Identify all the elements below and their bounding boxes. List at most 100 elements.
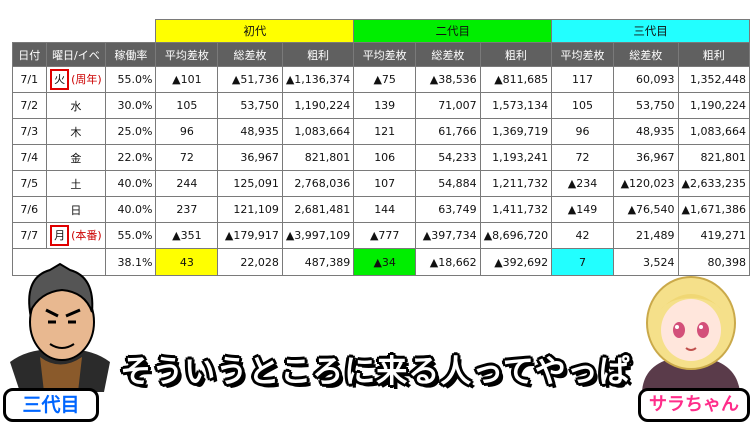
subtitle-caption: そういうところに来る人ってやっぱ: [120, 354, 631, 390]
weekday-cell: 金: [45, 144, 107, 171]
group-label: 初代: [155, 19, 355, 43]
column-header: 平均差枚: [353, 42, 417, 67]
value-cell: 106: [353, 144, 417, 171]
rate-cell: 25.0%: [105, 118, 157, 145]
date-cell: 7/4: [12, 144, 47, 171]
total-rate-cell: 38.1%: [105, 248, 157, 276]
column-header: 粗利: [479, 42, 553, 67]
total-value-cell: 22,028: [217, 248, 283, 276]
value-cell: ▲75: [353, 66, 417, 93]
left-character-avatar: [10, 262, 110, 392]
table-row: 7/4 金 22.0% 72 36,967 821,801 106 54,233 1,193,2…: [12, 144, 750, 171]
value-cell: 48,935: [612, 118, 679, 145]
value-cell: 1,211,732: [479, 170, 553, 197]
value-cell: 36,967: [217, 144, 283, 171]
value-cell: ▲120,023: [612, 170, 679, 197]
table-row: 7/3 木 25.0% 96 48,935 1,083,664 121 61,766 1,369…: [12, 118, 750, 145]
right-name-badge: サラちゃん: [638, 388, 750, 422]
left-name-badge: 三代目: [3, 388, 99, 422]
value-cell: 117: [551, 66, 614, 93]
total-value-cell: 487,389: [281, 248, 355, 276]
weekday-text: 水: [70, 99, 82, 113]
value-cell: 36,967: [612, 144, 679, 171]
table-body: 初代 二代目 三代目 日付 曜日/イベ 稼働率 平均差枚 総差枚 粗利 平均差枚 総差枚 粗利 平均差枚…: [11, 19, 750, 276]
value-cell: 63,749: [415, 196, 481, 223]
value-cell: 237: [155, 196, 219, 223]
value-cell: 1,190,224: [281, 92, 355, 119]
group-label: 三代目: [551, 19, 750, 43]
column-header: 平均差枚: [155, 42, 219, 67]
value-cell: ▲2,633,235: [677, 170, 750, 197]
weekday-text: 土: [70, 177, 82, 191]
column-header: 総差枚: [415, 42, 481, 67]
column-header: 粗利: [281, 42, 355, 67]
weekday-cell: 土: [45, 170, 107, 197]
value-cell: 105: [551, 92, 614, 119]
value-cell: 53,750: [612, 92, 679, 119]
weekday-text: 金: [70, 151, 82, 165]
right-character-avatar: [642, 276, 740, 392]
value-cell: 96: [551, 118, 614, 145]
column-header: 稼働率: [105, 42, 157, 67]
group-spacer: [13, 20, 156, 43]
value-cell: ▲397,734: [415, 222, 481, 249]
column-header: 粗利: [677, 42, 750, 67]
total-value-cell: ▲34: [353, 248, 417, 276]
column-header: 曜日/イベ: [45, 42, 107, 67]
table-row: 7/5 土 40.0% 244 125,091 2,768,036 107 54,884 1,2…: [12, 170, 750, 197]
value-cell: 21,489: [612, 222, 679, 249]
data-table: 初代 二代目 三代目 日付 曜日/イベ 稼働率 平均差枚 総差枚 粗利 平均差枚 総差枚 粗利 平均差枚…: [11, 19, 750, 276]
total-value-cell: 3,524: [612, 248, 679, 276]
value-cell: ▲179,917: [217, 222, 283, 249]
value-cell: 54,884: [415, 170, 481, 197]
value-cell: 72: [551, 144, 614, 171]
rate-cell: 55.0%: [105, 66, 157, 93]
column-header-row: 日付 曜日/イベ 稼働率 平均差枚 総差枚 粗利 平均差枚 総差枚 粗利 平均差枚 総差枚 粗利: [12, 42, 750, 67]
value-cell: 1,193,241: [479, 144, 553, 171]
total-value-cell: 43: [155, 248, 219, 276]
total-value-cell: 7: [551, 248, 614, 276]
date-cell: 7/6: [12, 196, 47, 223]
group-label: 二代目: [353, 19, 553, 43]
value-cell: 42: [551, 222, 614, 249]
date-cell: 7/3: [12, 118, 47, 145]
value-cell: 821,801: [281, 144, 355, 171]
value-cell: 121: [353, 118, 417, 145]
value-cell: ▲149: [551, 196, 614, 223]
value-cell: 2,681,481: [281, 196, 355, 223]
value-cell: 419,271: [677, 222, 750, 249]
value-cell: ▲777: [353, 222, 417, 249]
value-cell: 821,801: [677, 144, 750, 171]
weekday-cell: 水: [45, 92, 107, 119]
rate-cell: 30.0%: [105, 92, 157, 119]
value-cell: 125,091: [217, 170, 283, 197]
value-cell: 107: [353, 170, 417, 197]
value-cell: ▲3,997,109: [281, 222, 355, 249]
value-cell: 105: [155, 92, 219, 119]
column-header: 平均差枚: [551, 42, 614, 67]
value-cell: 60,093: [612, 66, 679, 93]
value-cell: 96: [155, 118, 219, 145]
table-row: 7/1 火 (周年) 55.0% ▲101 ▲51,736 ▲1,136,374 ▲75 ▲38…: [12, 66, 750, 93]
rate-cell: 22.0%: [105, 144, 157, 171]
weekday-text: 木: [70, 125, 82, 139]
column-header: 総差枚: [612, 42, 679, 67]
value-cell: 1,083,664: [677, 118, 750, 145]
weekday-cell: 日: [45, 196, 107, 223]
value-cell: 2,768,036: [281, 170, 355, 197]
value-cell: 1,352,448: [677, 66, 750, 93]
value-cell: ▲351: [155, 222, 219, 249]
column-header: 日付: [12, 42, 47, 67]
value-cell: ▲38,536: [415, 66, 481, 93]
total-value-cell: ▲18,662: [415, 248, 481, 276]
date-cell: 7/7: [12, 222, 47, 249]
value-cell: ▲51,736: [217, 66, 283, 93]
value-cell: ▲234: [551, 170, 614, 197]
value-cell: 1,190,224: [677, 92, 750, 119]
value-cell: 72: [155, 144, 219, 171]
value-cell: ▲811,685: [479, 66, 553, 93]
value-cell: 244: [155, 170, 219, 197]
date-cell: 7/5: [12, 170, 47, 197]
rate-cell: 40.0%: [105, 196, 157, 223]
